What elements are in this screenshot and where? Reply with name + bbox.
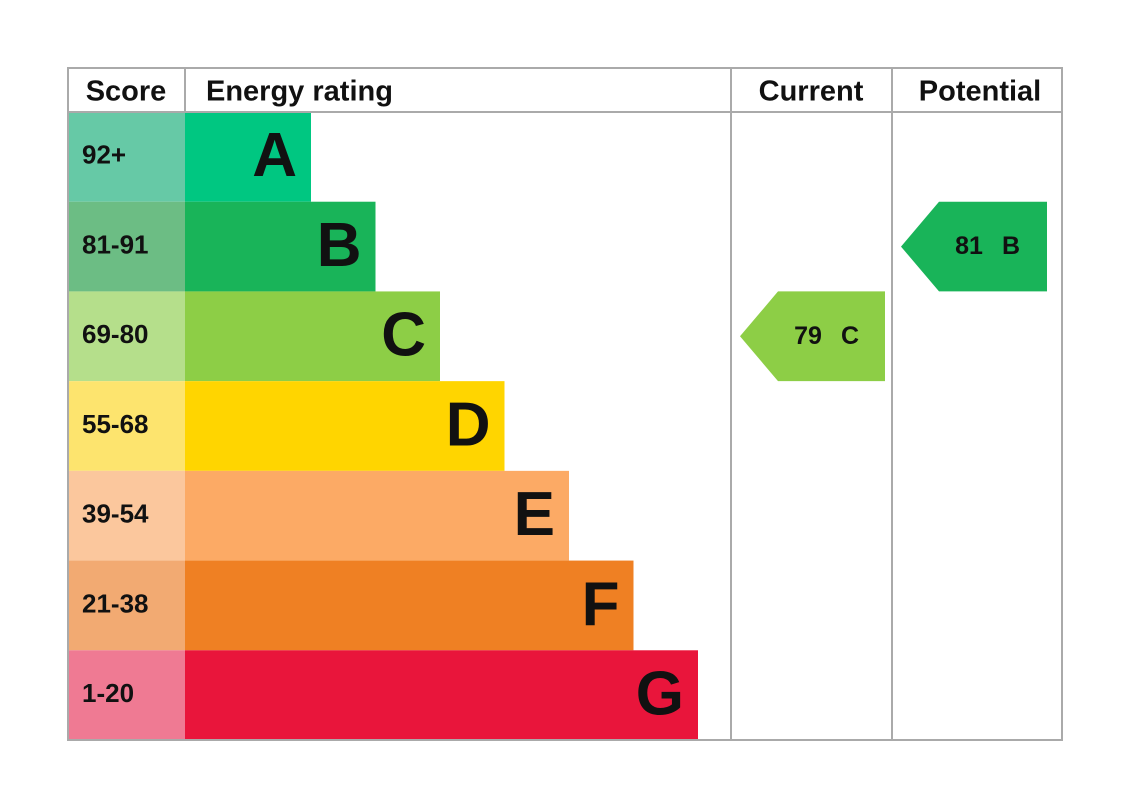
- rating-letter: G: [636, 660, 684, 729]
- score-cell: [68, 112, 185, 202]
- header-score: Score: [86, 76, 167, 108]
- score-cell: [68, 381, 185, 471]
- score-range: 55-68: [82, 409, 149, 439]
- header-current: Current: [759, 76, 864, 108]
- score-cell: [68, 291, 185, 382]
- score-range: 39-54: [82, 499, 149, 529]
- header-potential: Potential: [919, 76, 1041, 108]
- rating-bar: [185, 381, 505, 471]
- score-range: 1-20: [82, 678, 134, 708]
- score-range: 21-38: [82, 588, 149, 618]
- current-score: 79: [794, 322, 822, 350]
- potential-arrow: [901, 201, 1047, 292]
- score-cell: [68, 560, 185, 651]
- rating-bar: [185, 650, 698, 740]
- score-cell: [68, 650, 185, 740]
- score-range: 92+: [82, 140, 126, 170]
- rating-letter: D: [446, 390, 491, 459]
- rating-bar: [185, 112, 311, 202]
- score-cell: [68, 201, 185, 292]
- potential-letter: B: [1002, 232, 1020, 260]
- potential-score: 81: [955, 232, 983, 260]
- frame: [67, 67, 1063, 741]
- rating-letter: C: [381, 301, 426, 370]
- current-letter: C: [841, 322, 859, 350]
- rating-letter: E: [514, 480, 555, 549]
- header-energy-rating: Energy rating: [206, 76, 393, 108]
- rating-letter: F: [582, 570, 620, 639]
- score-cell: [68, 470, 185, 561]
- rating-bar: [185, 560, 634, 651]
- rating-bar: [185, 291, 440, 382]
- rating-letter: B: [317, 211, 362, 280]
- current-arrow: [740, 291, 885, 382]
- score-range: 69-80: [82, 319, 149, 349]
- rating-letter: A: [252, 121, 297, 190]
- score-range: 81-91: [82, 229, 149, 259]
- rating-bar: [185, 470, 569, 561]
- rating-bar: [185, 201, 376, 292]
